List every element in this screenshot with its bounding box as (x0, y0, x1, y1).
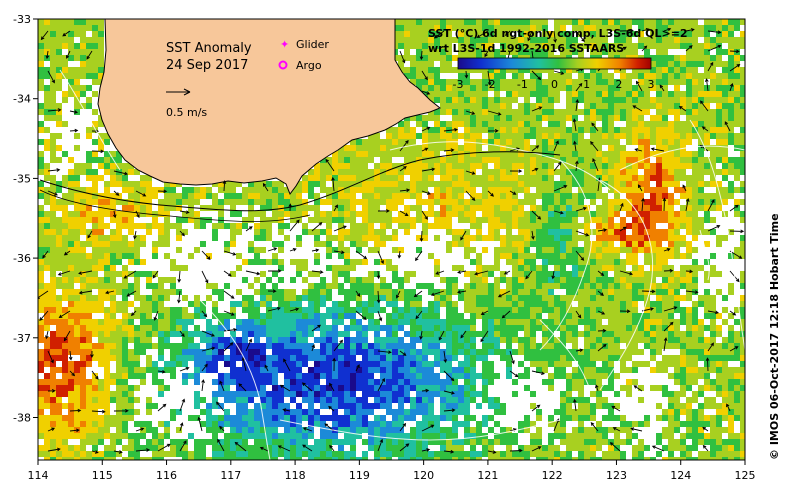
colorbar-tick-label: -1 (517, 78, 528, 91)
glider-legend-label: Glider (296, 38, 329, 51)
lat-tick-label: -36 (13, 252, 31, 265)
lat-tick-label: -33 (13, 13, 31, 26)
australia-land (97, 18, 441, 196)
lon-tick-label: 115 (92, 469, 113, 482)
plot-frame (37, 18, 746, 461)
lon-tick-label: 123 (606, 469, 627, 482)
colorbar-gradient (457, 57, 652, 70)
platform-legend: ✦ Glider Argo (278, 38, 329, 72)
colorbar-tick-label: -3 (453, 78, 464, 91)
lon-tick-label: 121 (477, 469, 498, 482)
map-title: SST Anomaly (166, 41, 252, 56)
ssh-contours (59, 69, 745, 460)
colorbar-tick-label: -2 (485, 78, 496, 91)
map-date: 24 Sep 2017 (166, 58, 248, 73)
lon-tick-label: 125 (735, 469, 756, 482)
lat-tick-label: -37 (13, 332, 31, 345)
lon-tick-label: 117 (220, 469, 241, 482)
lat-tick-label: -34 (13, 93, 31, 106)
lon-tick-label: 118 (285, 469, 306, 482)
lon-tick-label: 116 (156, 469, 177, 482)
colorbar: SST (°C) 6d ngt-only comp, L3S-6d QL>=2 … (428, 27, 688, 91)
lat-tick-label: -38 (13, 412, 31, 425)
lon-tick-label: 119 (349, 469, 370, 482)
lon-tick-label: 120 (413, 469, 434, 482)
latitude-axis: -33 -34 -35 -36 -37 -38 (13, 13, 38, 425)
glider-marker-icon: ✦ (280, 38, 289, 51)
colorbar-ticks: -3 -2 -1 0 1 2 3 (453, 78, 655, 91)
colorbar-tick-label: 3 (648, 78, 655, 91)
colorbar-tick-label: 0 (551, 78, 558, 91)
colorbar-tick-label: 2 (615, 78, 622, 91)
lon-tick-label: 124 (670, 469, 691, 482)
sst-anomaly-field (38, 19, 745, 460)
argo-marker-icon (278, 60, 288, 70)
colorbar-tick-label: 1 (583, 78, 590, 91)
leeuwin-current-streamline (39, 151, 561, 212)
argo-legend-label: Argo (296, 59, 322, 72)
scale-arrow-label: 0.5 m/s (166, 106, 207, 119)
lat-tick-label: -35 (13, 172, 31, 185)
lon-tick-label: 114 (28, 469, 49, 482)
velocity-scale: 0.5 m/s (166, 88, 207, 119)
lon-tick-label: 122 (542, 469, 563, 482)
plot-area (37, 18, 746, 461)
imos-credit: © IMOS 06-Oct-2017 12:18 Hobart Time (768, 213, 781, 460)
colorbar-title-line1: SST (°C) 6d ngt-only comp, L3S-6d QL>=2 (428, 27, 688, 40)
longitude-axis: 114 115 116 117 118 119 120 121 122 123 124 125 (28, 460, 756, 482)
colorbar-title-line2: wrt L3S-1d 1992-2016 SSTAARS (428, 42, 624, 55)
